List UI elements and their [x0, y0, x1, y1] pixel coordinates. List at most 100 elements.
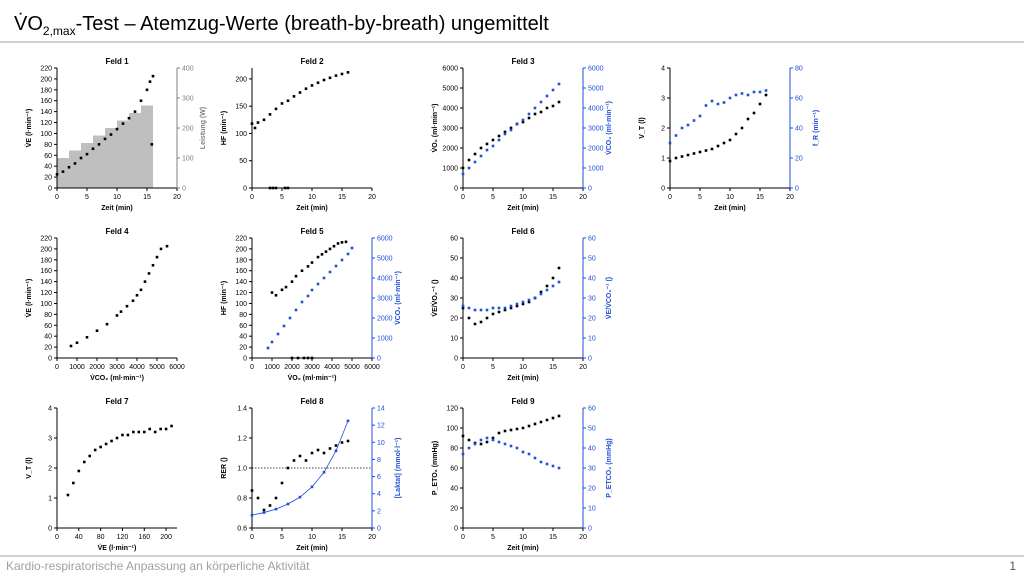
- data-point: [716, 144, 720, 148]
- data-point: [288, 316, 292, 320]
- y-tick-label: 0: [661, 186, 665, 193]
- data-point: [328, 270, 332, 274]
- y-tick-label: 40: [239, 334, 247, 341]
- data-point: [467, 306, 471, 310]
- data-point: [250, 489, 254, 492]
- x-tick-label: 2000: [284, 364, 300, 371]
- y2-tick-label: 60: [588, 236, 596, 243]
- y2-tick-label: 6: [377, 474, 381, 481]
- y-tick-label: 0: [454, 186, 458, 193]
- data-point: [557, 266, 561, 270]
- data-point: [461, 304, 465, 308]
- x-tick-label: 20: [579, 364, 587, 371]
- data-point: [545, 288, 549, 292]
- y-tick-label: 2000: [442, 146, 458, 153]
- data-point: [253, 126, 257, 130]
- x-tick-label: 0: [668, 194, 672, 201]
- y-axis-label: HF (min⁻¹): [221, 111, 228, 145]
- data-point: [270, 340, 274, 344]
- data-point: [509, 126, 513, 130]
- data-point: [527, 424, 531, 428]
- x-tick-label: 15: [549, 194, 557, 201]
- data-point: [75, 341, 79, 345]
- data-point: [164, 427, 168, 431]
- data-point: [250, 513, 254, 517]
- y-tick-label: 6000: [442, 66, 458, 73]
- y-tick-label: 30: [450, 296, 458, 303]
- data-point: [324, 250, 328, 253]
- data-point: [262, 118, 266, 122]
- data-point: [491, 436, 495, 440]
- power-bar: [69, 150, 81, 188]
- x-tick-label: 5: [280, 194, 284, 201]
- data-point: [485, 440, 489, 444]
- data-point: [557, 414, 561, 418]
- data-point: [274, 293, 278, 297]
- data-point: [340, 241, 344, 244]
- data-point: [290, 280, 294, 283]
- y-tick-label: 0: [48, 526, 52, 533]
- data-point: [292, 459, 296, 462]
- y-tick-label: 3: [661, 96, 665, 103]
- data-point: [752, 90, 756, 94]
- y-axis-label: RER (): [221, 457, 228, 478]
- power-bar: [93, 135, 105, 188]
- x-tick-label: 10: [308, 194, 316, 201]
- data-point: [66, 493, 70, 497]
- data-point: [298, 495, 302, 499]
- data-point: [479, 308, 483, 312]
- data-point: [119, 310, 123, 313]
- data-point: [316, 255, 320, 259]
- x-axis-label: Zeit (min): [101, 205, 133, 212]
- data-point: [170, 424, 173, 428]
- data-point: [350, 246, 354, 250]
- y-tick-label: 0: [243, 356, 247, 363]
- data-point: [286, 186, 290, 190]
- data-point: [298, 454, 302, 458]
- data-point: [497, 306, 501, 310]
- data-point: [151, 74, 155, 78]
- data-point: [344, 240, 348, 244]
- x-tick-label: 0: [250, 364, 254, 371]
- data-point: [256, 496, 260, 500]
- data-point: [153, 430, 157, 434]
- data-point: [509, 128, 513, 132]
- data-point: [515, 427, 519, 431]
- data-point: [95, 329, 99, 333]
- x-tick-label: 3000: [304, 364, 320, 371]
- x-tick-label: 20: [173, 194, 181, 201]
- data-point: [557, 100, 561, 104]
- data-point: [151, 263, 155, 267]
- y2-tick-label: 1000: [377, 336, 393, 343]
- y-tick-label: 220: [40, 236, 52, 243]
- data-point: [545, 418, 549, 422]
- data-point: [515, 122, 519, 126]
- x-axis-label: V̇CO₂ (ml·min⁻¹): [90, 374, 144, 382]
- data-point: [131, 299, 135, 303]
- data-point: [467, 158, 471, 162]
- data-point: [521, 118, 525, 122]
- data-point: [461, 434, 465, 438]
- x-axis-label: Zeit (min): [507, 545, 539, 552]
- data-point: [521, 120, 525, 124]
- data-point: [746, 93, 750, 97]
- data-point: [148, 427, 152, 431]
- x-tick-label: 2000: [89, 364, 105, 371]
- y-tick-label: 60: [450, 466, 458, 473]
- data-point: [85, 152, 89, 156]
- data-point: [139, 288, 143, 292]
- x-tick-label: 15: [338, 534, 346, 541]
- y-tick-label: 1.0: [237, 466, 247, 473]
- y2-axis-label: V̇CO₂ (ml·min⁻¹): [394, 271, 402, 325]
- data-point: [115, 314, 119, 317]
- x-tick-label: 15: [338, 194, 346, 201]
- y-tick-label: 100: [235, 301, 247, 308]
- data-point: [545, 106, 549, 110]
- x-tick-label: 5000: [344, 364, 360, 371]
- y-tick-label: 1: [48, 496, 52, 503]
- data-point: [334, 449, 338, 453]
- data-point: [334, 74, 338, 77]
- y2-tick-label: 10: [377, 440, 385, 447]
- power-bar: [81, 143, 93, 188]
